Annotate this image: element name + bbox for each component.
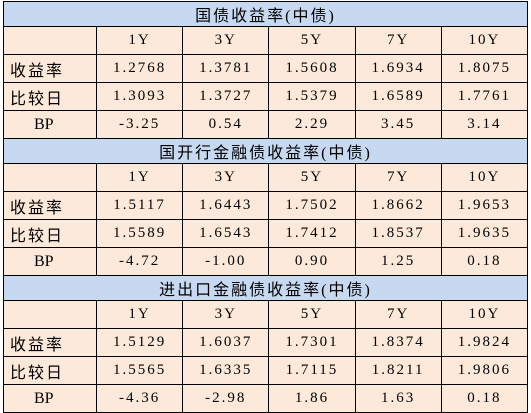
value-cell: 2.29 [268, 110, 356, 139]
value-cell: 1.9653 [440, 191, 529, 220]
value-cell: 1.9635 [440, 219, 529, 248]
section-title-row: 进出口金融债收益率(中债) [3, 275, 528, 301]
column-header: 7Y [354, 300, 442, 329]
value-cell: 1.2768 [95, 54, 184, 83]
value-cell: 0.54 [182, 110, 270, 139]
column-header: 3Y [182, 300, 270, 329]
section-title: 进出口金融债收益率(中债) [3, 275, 528, 301]
value-cell: 1.5589 [95, 219, 184, 248]
value-cell: 3.45 [354, 110, 442, 139]
value-cell: 1.3093 [95, 82, 184, 111]
value-cell: -2.98 [182, 384, 270, 413]
value-cell: 1.6037 [182, 328, 270, 357]
column-header: 5Y [268, 300, 356, 329]
row-label: BP [3, 247, 97, 276]
section-title: 国债收益率(中债) [3, 1, 528, 27]
row-label: 比较日 [3, 356, 97, 385]
data-row: BP -4.36 -2.98 1.86 1.63 0.18 [3, 384, 529, 413]
value-cell: 3.14 [440, 110, 529, 139]
column-header: 1Y [95, 26, 184, 55]
row-label: BP [3, 110, 97, 139]
data-row: 比较日 1.5565 1.6335 1.7115 1.8211 1.9806 [3, 356, 529, 385]
value-cell: 1.9806 [440, 356, 529, 385]
column-header: 3Y [182, 163, 270, 192]
column-header: 5Y [268, 163, 356, 192]
value-cell: 1.6589 [354, 82, 442, 111]
data-row: 收益率 1.5117 1.6443 1.7502 1.8662 1.9653 [3, 191, 529, 220]
data-row: 收益率 1.2768 1.3781 1.5608 1.6934 1.8075 [3, 54, 529, 83]
data-row: BP -4.72 -1.00 0.90 1.25 0.18 [3, 247, 529, 276]
value-cell: 1.3781 [182, 54, 270, 83]
row-label: 收益率 [3, 54, 97, 83]
value-cell: 1.8537 [354, 219, 442, 248]
value-cell: 1.5608 [268, 54, 356, 83]
column-header: 3Y [182, 26, 270, 55]
header-row: 1Y 3Y 5Y 7Y 10Y [3, 26, 529, 55]
value-cell: 1.25 [354, 247, 442, 276]
value-cell: 1.8075 [440, 54, 529, 83]
row-label: 收益率 [3, 328, 97, 357]
value-cell: 1.6443 [182, 191, 270, 220]
yield-table: 国债收益率(中债) 1Y 3Y 5Y 7Y 10Y 收益率 1.2768 1.3781 1.560… [3, 1, 529, 413]
value-cell: 1.8211 [354, 356, 442, 385]
value-cell: -4.72 [95, 247, 184, 276]
value-cell: 1.7301 [268, 328, 356, 357]
value-cell: 0.18 [440, 384, 529, 413]
column-header: 7Y [354, 26, 442, 55]
row-label: BP [3, 384, 97, 413]
column-header: 7Y [354, 163, 442, 192]
data-row: 比较日 1.3093 1.3727 1.5379 1.6589 1.7761 [3, 82, 529, 111]
corner-cell [3, 300, 97, 329]
value-cell: 1.6934 [354, 54, 442, 83]
corner-cell [3, 163, 97, 192]
value-cell: 1.5379 [268, 82, 356, 111]
data-row: BP -3.25 0.54 2.29 3.45 3.14 [3, 110, 529, 139]
value-cell: 1.7502 [268, 191, 356, 220]
value-cell: 1.9824 [440, 328, 529, 357]
value-cell: 1.6335 [182, 356, 270, 385]
column-header: 5Y [268, 26, 356, 55]
value-cell: 1.86 [268, 384, 356, 413]
value-cell: 1.5129 [95, 328, 184, 357]
value-cell: 1.5117 [95, 191, 184, 220]
column-header: 1Y [95, 300, 184, 329]
value-cell: 1.8374 [354, 328, 442, 357]
row-label: 比较日 [3, 219, 97, 248]
value-cell: 1.7412 [268, 219, 356, 248]
row-label: 比较日 [3, 82, 97, 111]
row-label: 收益率 [3, 191, 97, 220]
value-cell: 1.7761 [440, 82, 529, 111]
table-body: 国债收益率(中债) 1Y 3Y 5Y 7Y 10Y 收益率 1.2768 1.3781 1.560… [3, 1, 529, 413]
column-header: 10Y [440, 163, 529, 192]
value-cell: 1.5565 [95, 356, 184, 385]
value-cell: 1.63 [354, 384, 442, 413]
value-cell: 1.3727 [182, 82, 270, 111]
value-cell: 1.6543 [182, 219, 270, 248]
header-row: 1Y 3Y 5Y 7Y 10Y [3, 300, 529, 329]
column-header: 1Y [95, 163, 184, 192]
value-cell: -3.25 [95, 110, 184, 139]
column-header: 10Y [440, 26, 529, 55]
value-cell: 1.8662 [354, 191, 442, 220]
data-row: 比较日 1.5589 1.6543 1.7412 1.8537 1.9635 [3, 219, 529, 248]
column-header: 10Y [440, 300, 529, 329]
section-title: 国开行金融债收益率(中债) [3, 138, 528, 164]
section-title-row: 国开行金融债收益率(中债) [3, 138, 528, 164]
data-row: 收益率 1.5129 1.6037 1.7301 1.8374 1.9824 [3, 328, 529, 357]
value-cell: -1.00 [182, 247, 270, 276]
section-title-row: 国债收益率(中债) [3, 1, 528, 27]
header-row: 1Y 3Y 5Y 7Y 10Y [3, 163, 529, 192]
value-cell: 1.7115 [268, 356, 356, 385]
value-cell: 0.18 [440, 247, 529, 276]
value-cell: 0.90 [268, 247, 356, 276]
corner-cell [3, 26, 97, 55]
value-cell: -4.36 [95, 384, 184, 413]
